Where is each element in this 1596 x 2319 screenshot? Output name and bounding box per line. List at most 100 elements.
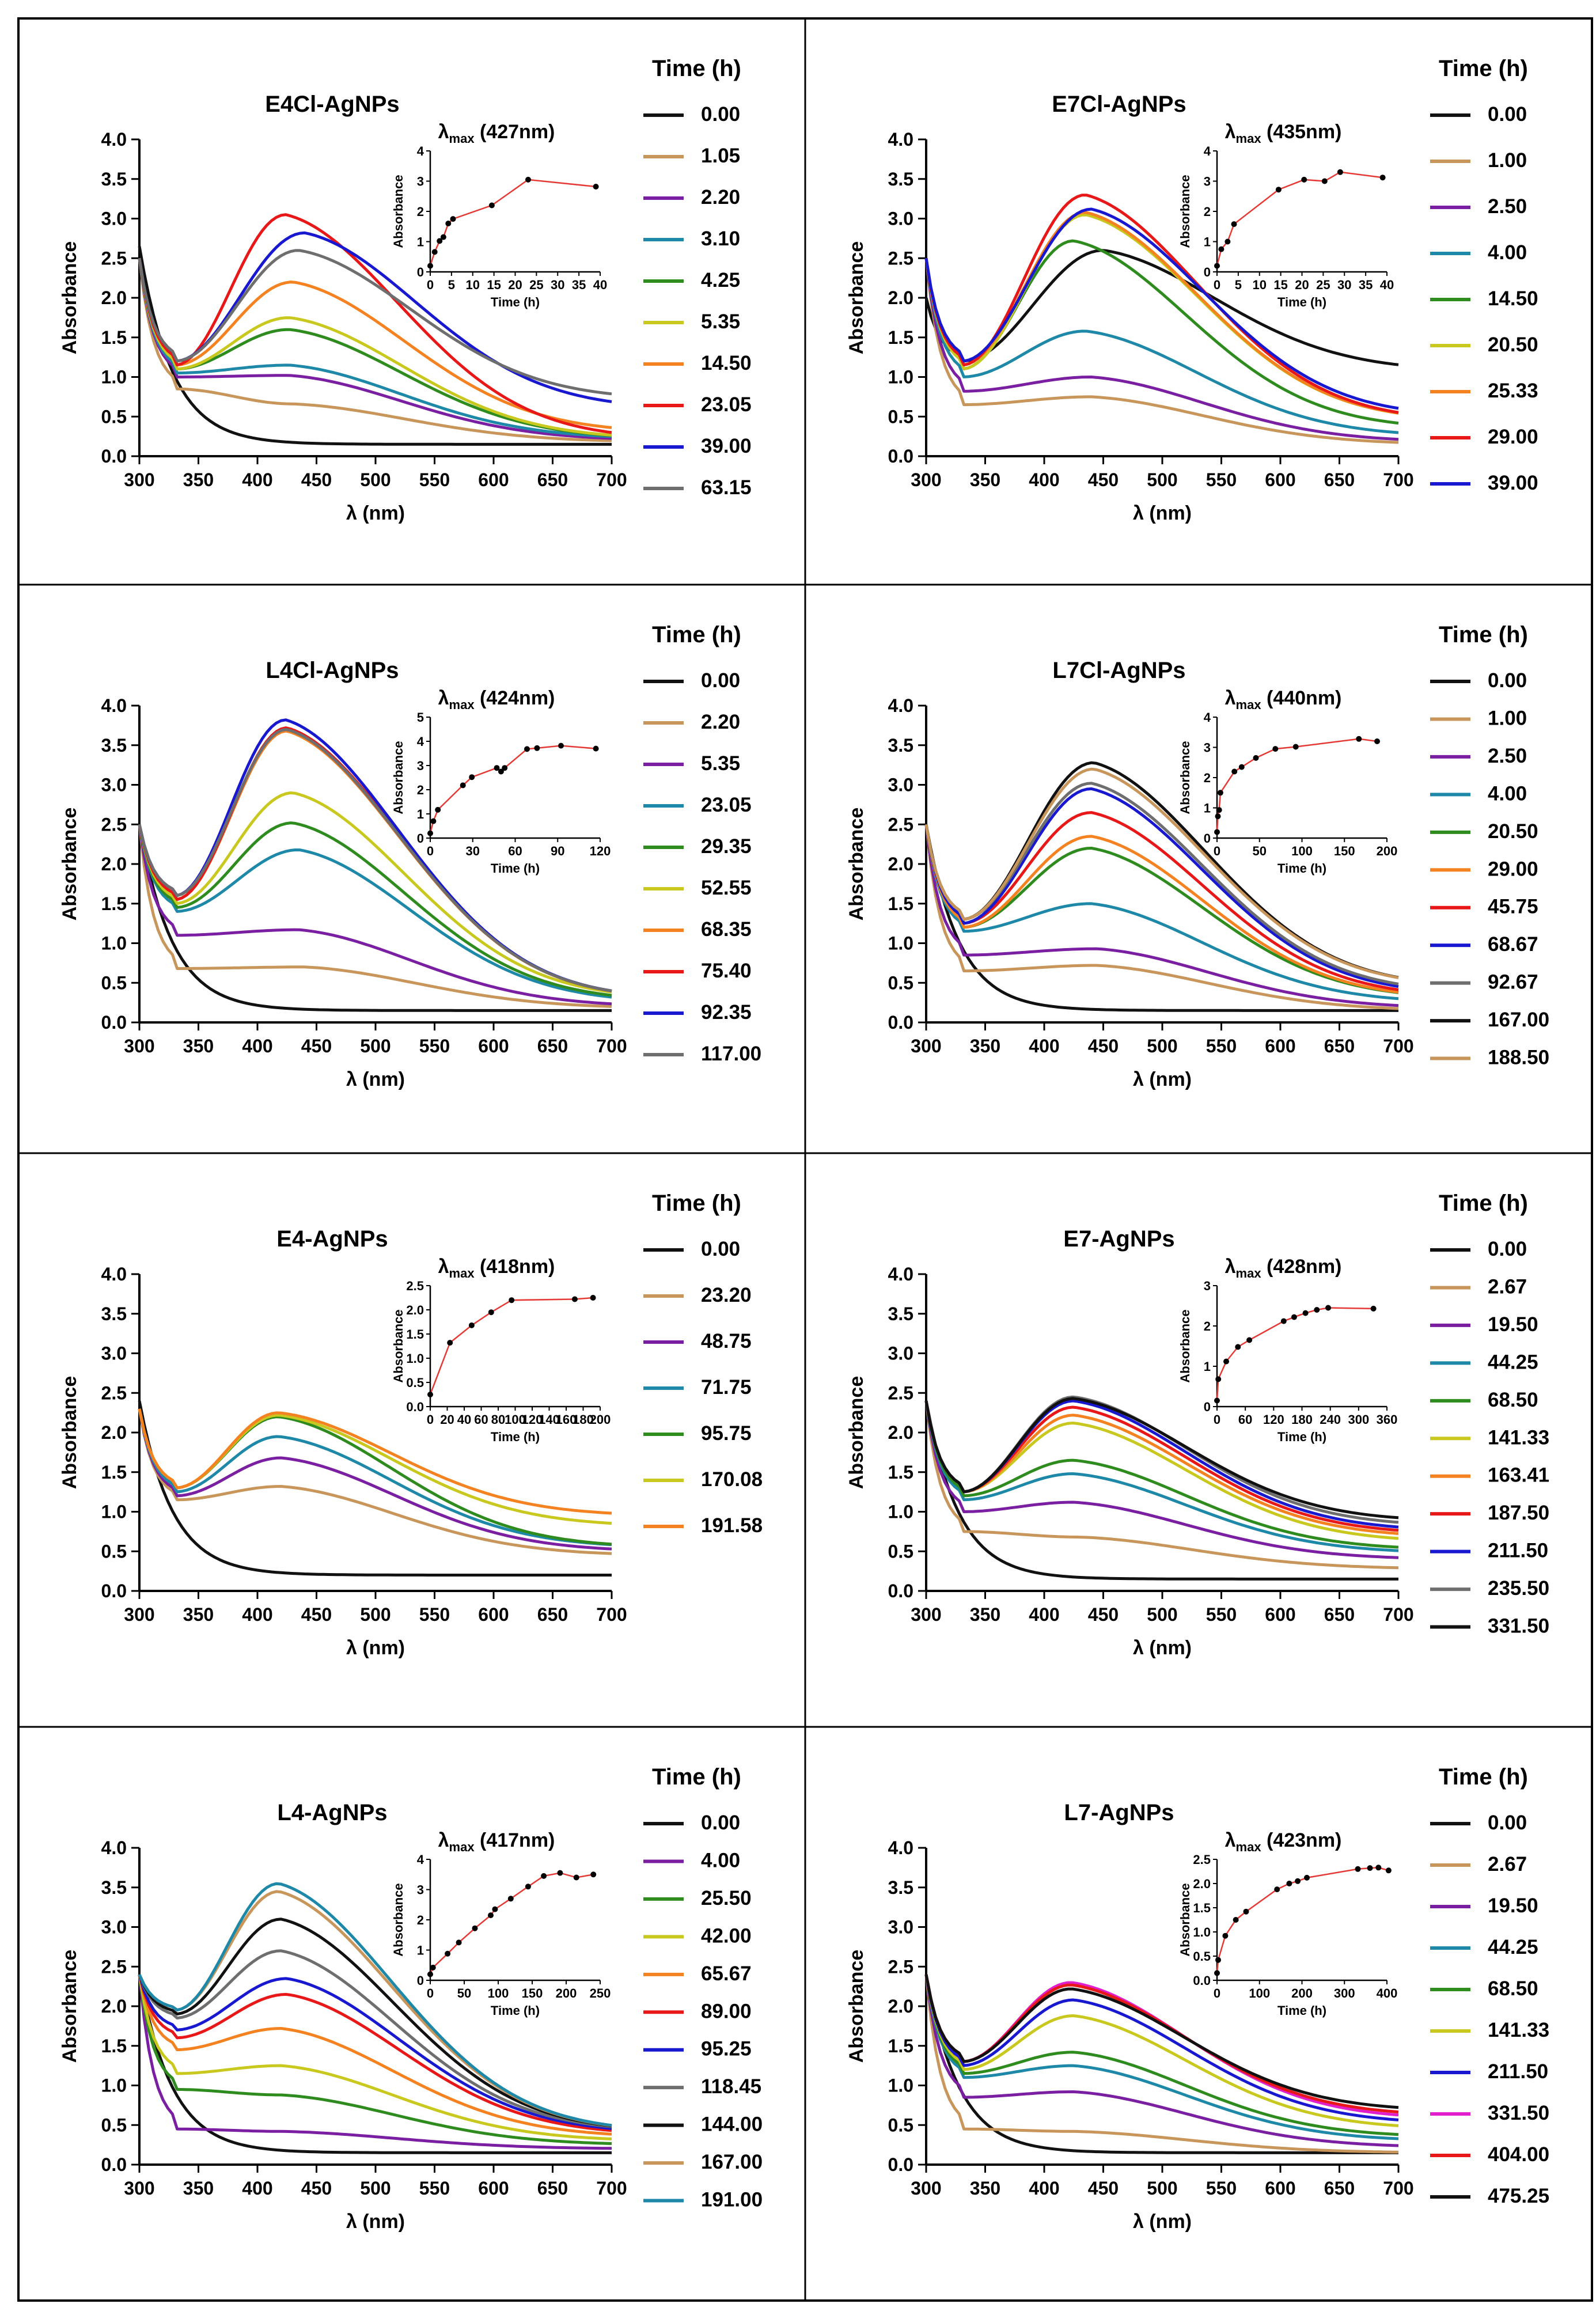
inset-point <box>1286 1881 1292 1886</box>
inset-point <box>1215 1957 1221 1963</box>
inset-x-tick-label: 180 <box>1291 1412 1313 1427</box>
legend-item-3: 71.75 <box>701 1376 752 1399</box>
inset-x-tick-label: 140 <box>539 1412 560 1427</box>
x-tick-label: 700 <box>596 1604 627 1625</box>
inset-point <box>460 782 466 789</box>
inset-y-tick-label: 0 <box>1204 265 1211 279</box>
series-line-6 <box>138 1974 612 2130</box>
x-tick-label: 450 <box>1088 1604 1119 1625</box>
x-tick-label: 600 <box>478 1036 509 1056</box>
inset-line <box>429 1297 593 1395</box>
legend-title: Time (h) <box>1439 622 1528 647</box>
inset-point <box>525 1884 531 1890</box>
lambda-symbol: λ <box>438 687 449 709</box>
series-line-4 <box>138 257 612 437</box>
inset-point <box>437 238 443 244</box>
y-tick-label: 2.0 <box>888 287 913 308</box>
y-tick-label: 3.0 <box>888 209 913 229</box>
y-tick-label: 2.0 <box>888 854 913 874</box>
inset-x-tick-label: 60 <box>1238 1412 1252 1427</box>
y-tick-label: 1.5 <box>888 327 913 348</box>
inset-point <box>1214 829 1220 835</box>
inset-x-tick-label: 400 <box>1377 1986 1398 2000</box>
x-tick-label: 550 <box>419 469 450 490</box>
inset-x-tick-label: 150 <box>522 1986 543 2000</box>
inset-point <box>593 745 599 752</box>
y-tick-label: 3.0 <box>888 1343 913 1364</box>
y-tick-label: 0.5 <box>101 406 127 427</box>
inset-point <box>590 1295 596 1301</box>
inset-x-tick-label: 25 <box>1316 278 1330 292</box>
series-line-3 <box>138 1408 612 1547</box>
inset-y-tick-label: 3 <box>1204 175 1211 189</box>
legend-item-3: 23.05 <box>701 794 752 816</box>
inset-point <box>472 1925 478 1931</box>
x-tick-label: 550 <box>419 1604 450 1625</box>
y-axis-label: Absorbance <box>846 808 867 921</box>
series-line-8 <box>138 1918 612 2128</box>
inset-point <box>534 745 540 751</box>
inset-y-tick-label: 3 <box>417 1883 424 1897</box>
chart-title: E4-AgNPs <box>276 1226 388 1252</box>
x-tick-label: 500 <box>360 2178 391 2199</box>
y-tick-label: 0.0 <box>101 1581 127 1601</box>
y-tick-label: 3.5 <box>101 1877 127 1898</box>
lambda-subscript: max <box>449 131 475 146</box>
inset-y-tick-label: 4 <box>1204 144 1211 158</box>
legend-item-3: 3.10 <box>701 228 740 250</box>
y-tick-label: 3.5 <box>101 735 127 756</box>
series-line-6 <box>924 1400 1399 1535</box>
x-tick-label: 350 <box>970 469 1000 490</box>
inset-point <box>1321 178 1328 184</box>
legend-item-2: 2.50 <box>1488 745 1527 767</box>
inset-x-tick-label: 60 <box>474 1412 488 1427</box>
inset-x-tick-label: 0 <box>427 1986 434 2000</box>
inset-y-tick-label: 4 <box>417 144 424 158</box>
inset-y-tick-label: 1 <box>1204 1359 1211 1374</box>
inset-x-tick-label: 120 <box>1263 1412 1284 1427</box>
inset-x-axis-label: Time (h) <box>1277 295 1326 309</box>
lambda-symbol: λ <box>1225 1829 1236 1851</box>
legend-item-4: 4.25 <box>701 269 740 291</box>
inset-x-tick-label: 60 <box>508 844 522 858</box>
inset-x-tick-label: 0 <box>1214 1986 1220 2000</box>
y-tick-label: 0.5 <box>101 1541 127 1562</box>
inset-point <box>502 765 508 771</box>
inset-point <box>1272 746 1279 752</box>
x-tick-label: 300 <box>911 469 941 490</box>
x-tick-label: 400 <box>1029 1036 1059 1056</box>
inset-x-tick-label: 35 <box>1359 278 1373 292</box>
lambda-subscript: max <box>449 698 475 712</box>
legend-item-6: 95.25 <box>701 2038 752 2060</box>
legend-item-1: 1.00 <box>1488 149 1527 172</box>
y-tick-label: 3.0 <box>101 1343 127 1364</box>
legend-item-10: 191.00 <box>701 2189 763 2211</box>
inset-point <box>1385 1867 1392 1874</box>
inset-x-tick-label: 40 <box>593 278 607 292</box>
inset-point <box>1217 790 1223 796</box>
inset-y-axis-label: Absorbance <box>1178 175 1192 248</box>
x-tick-label: 350 <box>183 469 214 490</box>
x-tick-label: 550 <box>419 2178 450 2199</box>
inset-x-tick-label: 240 <box>1320 1412 1341 1427</box>
inset-x-tick-label: 200 <box>1291 1986 1313 2000</box>
legend-title: Time (h) <box>652 1764 741 1790</box>
x-tick-label: 500 <box>360 1036 391 1056</box>
inset-y-axis-label: Absorbance <box>1178 741 1192 814</box>
series-line-0 <box>138 1974 612 2154</box>
x-tick-label: 300 <box>124 2178 154 2199</box>
series-line-3 <box>924 1974 1399 2140</box>
legend-item-0: 0.00 <box>701 1238 740 1260</box>
chart-title: L4Cl-AgNPs <box>266 658 399 683</box>
inset-point <box>1238 764 1245 770</box>
y-tick-label: 1.5 <box>888 893 913 914</box>
lambda-symbol: λ <box>438 1829 449 1851</box>
inset-point <box>524 746 530 752</box>
inset-point <box>1302 1310 1309 1316</box>
x-tick-label: 450 <box>301 469 332 490</box>
inset-y-tick-label: 2.5 <box>1193 1852 1211 1867</box>
lambda-wavelength: (417nm) <box>475 1829 555 1851</box>
inset-point <box>450 216 456 222</box>
